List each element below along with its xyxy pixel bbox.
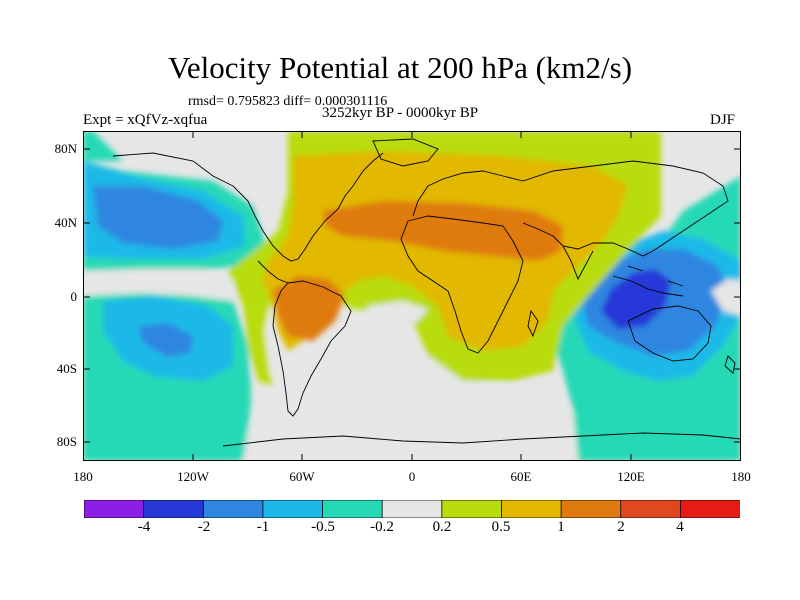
colorbar-swatch [620, 500, 682, 518]
axis-ticks [83, 131, 741, 461]
lon-label-120w: 120W [177, 469, 209, 484]
stats-text: rmsd= 0.795823 diff= 0.000301116 [188, 94, 388, 109]
contour-darkblue-maritime [601, 269, 671, 329]
contour-blue-south-pacific [138, 323, 193, 357]
coastlines [112, 138, 741, 447]
coast-europe [412, 170, 524, 217]
colorbar-swatch [84, 500, 145, 518]
coast-maritime [612, 265, 684, 297]
coast-asia [522, 160, 729, 257]
neutral-south-atlantic [243, 341, 578, 461]
period-text: 3252kyr BP - 0000kyr BP [321, 105, 479, 121]
colorbar-swatch [262, 500, 324, 518]
lon-label-120e: 120E [617, 469, 645, 484]
lon-label-60w: 60W [289, 469, 315, 484]
coast-north-america [112, 152, 384, 262]
colorbar-swatch [501, 500, 562, 518]
lat-label-40n: 40N [54, 215, 77, 230]
neutral-atlantic-tongue [368, 301, 428, 323]
colorbar-label: -0.2 [370, 519, 394, 535]
colorbar-label: -1 [256, 519, 270, 535]
map-title: Velocity Potential at 200 hPa (km2/s) [167, 50, 633, 85]
lon-label-0: 0 [408, 469, 416, 484]
coast-greenland [372, 138, 439, 167]
lon-label-180w: 180 [73, 469, 93, 484]
coast-africa [400, 215, 524, 354]
lon-label-180e: 180 [731, 469, 751, 484]
colorbar-swatch [381, 500, 443, 518]
coast-india [562, 245, 594, 281]
colorbar-label: 0.2 [432, 519, 452, 535]
colorbar-label: 1 [557, 519, 565, 535]
colorbar-swatch [441, 500, 503, 518]
colorbar-label: -0.5 [311, 519, 335, 535]
colorbar-label: 0.5 [491, 519, 511, 535]
colorbar-swatch [322, 500, 384, 518]
contour-blue-north-pacific [93, 186, 223, 249]
experiment-label: Expt = xQfVz-xqfua [83, 112, 208, 128]
season-label: DJF [710, 112, 736, 128]
contour-teal-ne [658, 176, 741, 246]
lat-label-80s: 80S [56, 434, 77, 449]
colorbar-swatch [143, 500, 205, 518]
neutral-east-indian [711, 279, 741, 316]
lat-label-80n: 80N [54, 141, 77, 156]
coast-australia [627, 305, 712, 362]
lat-label-0: 0 [70, 289, 78, 304]
coast-new-zealand [724, 355, 736, 374]
lat-label-40s: 40S [56, 361, 77, 376]
colorbar-swatch [202, 500, 264, 518]
colorbar-swatch [679, 500, 740, 518]
colorbar-label: -4 [137, 519, 151, 535]
colorbar-label: 4 [676, 519, 684, 535]
contour-orange-dark-africa [323, 201, 563, 261]
coast-south-america [272, 280, 352, 417]
contour-teal-nw [83, 131, 123, 161]
coast-antarctica [222, 432, 741, 447]
velocity-potential-map [83, 131, 741, 461]
colorbar-label: -2 [197, 519, 211, 535]
colorbar [84, 500, 740, 518]
neutral-east-pacific [83, 269, 233, 301]
lon-label-60e: 60E [510, 469, 532, 484]
contour-orange-dark-south-america [273, 276, 345, 341]
colorbar-swatch [560, 500, 622, 518]
coast-central-america [257, 260, 289, 284]
coast-madagascar [527, 309, 539, 338]
colorbar-label: 2 [617, 519, 625, 535]
